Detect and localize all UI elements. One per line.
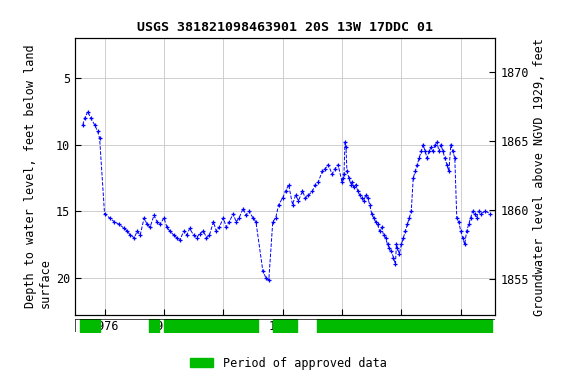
Y-axis label: Depth to water level, feet below land
surface: Depth to water level, feet below land su… xyxy=(24,45,52,308)
Y-axis label: Groundwater level above NGVD 1929, feet: Groundwater level above NGVD 1929, feet xyxy=(533,38,546,316)
Legend: Period of approved data: Period of approved data xyxy=(185,352,391,374)
Title: USGS 381821098463901 20S 13W 17DDC 01: USGS 381821098463901 20S 13W 17DDC 01 xyxy=(137,22,433,35)
